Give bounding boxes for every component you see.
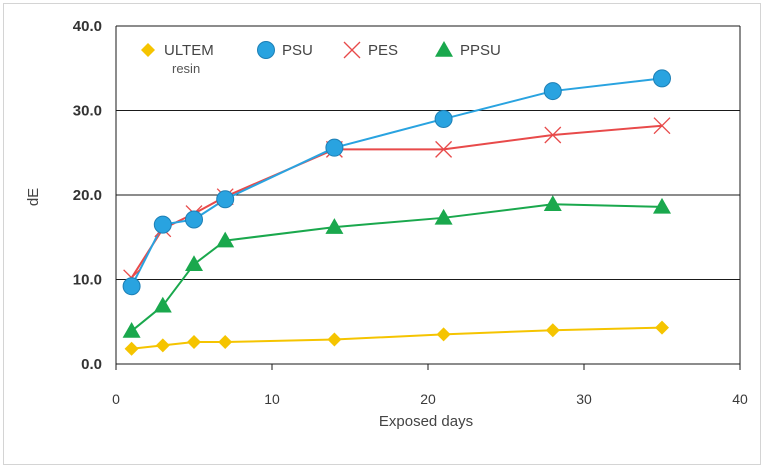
data-point-ultem (187, 335, 201, 350)
data-point-ultem (218, 335, 233, 350)
x-tick-label: 20 (420, 391, 436, 407)
data-point-psu (653, 69, 671, 88)
x-marker-stroke (343, 41, 361, 59)
data-point-psu (325, 138, 344, 157)
data-point-ppsu (325, 218, 344, 234)
x-tick-label: 40 (732, 391, 748, 407)
series-line-ppsu (130, 203, 663, 332)
data-point-psu (122, 277, 141, 296)
series-line-psu (130, 77, 663, 287)
series-layer (122, 69, 671, 356)
legend-marker-pes (343, 41, 361, 59)
data-point-ultem (655, 320, 669, 335)
data-point-ppsu (653, 197, 671, 214)
legend-label-psu: PSU (282, 42, 313, 59)
data-point-ppsu (153, 296, 172, 313)
x-axis-label: Exposed days (379, 413, 473, 430)
data-point-ppsu (434, 208, 453, 225)
data-point-psu (153, 215, 172, 234)
x-marker-stroke (435, 140, 453, 158)
series-line-pes (130, 124, 663, 279)
data-point-ultem (124, 341, 139, 356)
data-point-psu (543, 82, 562, 101)
y-tick-label: 20.0 (73, 187, 102, 204)
legend-marker-ppsu (435, 41, 453, 57)
series-line-ultem (131, 326, 663, 350)
x-marker-stroke (544, 126, 562, 144)
data-point-ppsu (185, 255, 203, 272)
y-tick-label: 10.0 (73, 272, 102, 289)
x-tick-label: 10 (264, 391, 280, 407)
data-point-psu (185, 210, 203, 229)
data-point-ultem (545, 323, 560, 338)
data-point-ultem (436, 327, 451, 342)
legend-marker-psu (257, 41, 275, 59)
data-point-pes (544, 126, 562, 144)
data-point-pes (653, 117, 671, 135)
x-marker-stroke (653, 117, 671, 135)
legend-marker-ultem (141, 43, 155, 57)
y-axis-label: dE (25, 188, 42, 206)
data-point-ppsu (543, 195, 562, 212)
legend-sublabel-ultem: resin (172, 61, 200, 76)
legend-label-pes: PES (368, 42, 398, 59)
axes: 0.0 10.0 20.0 30.0 40.0 0 10 20 30 40 (73, 18, 748, 407)
data-point-ultem (155, 338, 170, 353)
data-point-ultem (327, 332, 342, 347)
y-tick-label: 0.0 (81, 356, 102, 373)
x-tick-label: 0 (112, 391, 120, 407)
x-tick-label: 30 (576, 391, 592, 407)
y-tick-label: 30.0 (73, 103, 102, 120)
data-point-psu (216, 190, 235, 209)
data-point-ppsu (216, 231, 235, 248)
legend-label-ppsu: PPSU (460, 42, 501, 59)
data-point-psu (434, 109, 453, 128)
chart-frame (3, 3, 761, 465)
y-tick-label: 40.0 (73, 18, 102, 35)
legend-label-ultem: ULTEM (164, 42, 214, 59)
data-point-ppsu (122, 322, 141, 338)
data-point-pes (435, 140, 453, 158)
grid-lines (116, 25, 740, 280)
legend: ULTEM resin PSU PES PPSU (141, 41, 501, 76)
